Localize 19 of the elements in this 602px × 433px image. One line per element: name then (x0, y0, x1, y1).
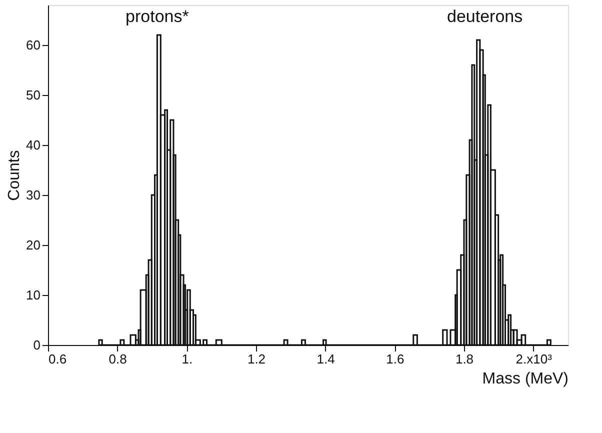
x-axis-title: Mass (MeV) (482, 370, 568, 388)
x-tick-label: 1.2 (247, 352, 266, 366)
x-tick-label: 1.6 (386, 352, 404, 366)
annotation: deuterons (446, 7, 523, 26)
x-tick-label: 1. (182, 352, 193, 366)
annotation: protons* (126, 7, 190, 26)
y-tick-label: 10 (26, 288, 40, 302)
y-tick-label: 0 (33, 338, 40, 352)
x-tick-label: 1.8 (455, 352, 474, 366)
y-tick-label: 20 (26, 238, 40, 252)
y-tick-label: 50 (26, 88, 40, 102)
y-axis-title: Counts (6, 150, 24, 201)
x-tick-label: 1.4 (316, 352, 335, 366)
x-tick-label: 2.x10³ (516, 352, 553, 366)
y-tick-label: 60 (26, 38, 40, 52)
y-tick-label: 40 (26, 138, 40, 152)
y-tick-label: 30 (26, 188, 40, 202)
x-tick-label: 0.8 (108, 352, 127, 366)
x-tick-label: 0.6 (48, 352, 67, 366)
